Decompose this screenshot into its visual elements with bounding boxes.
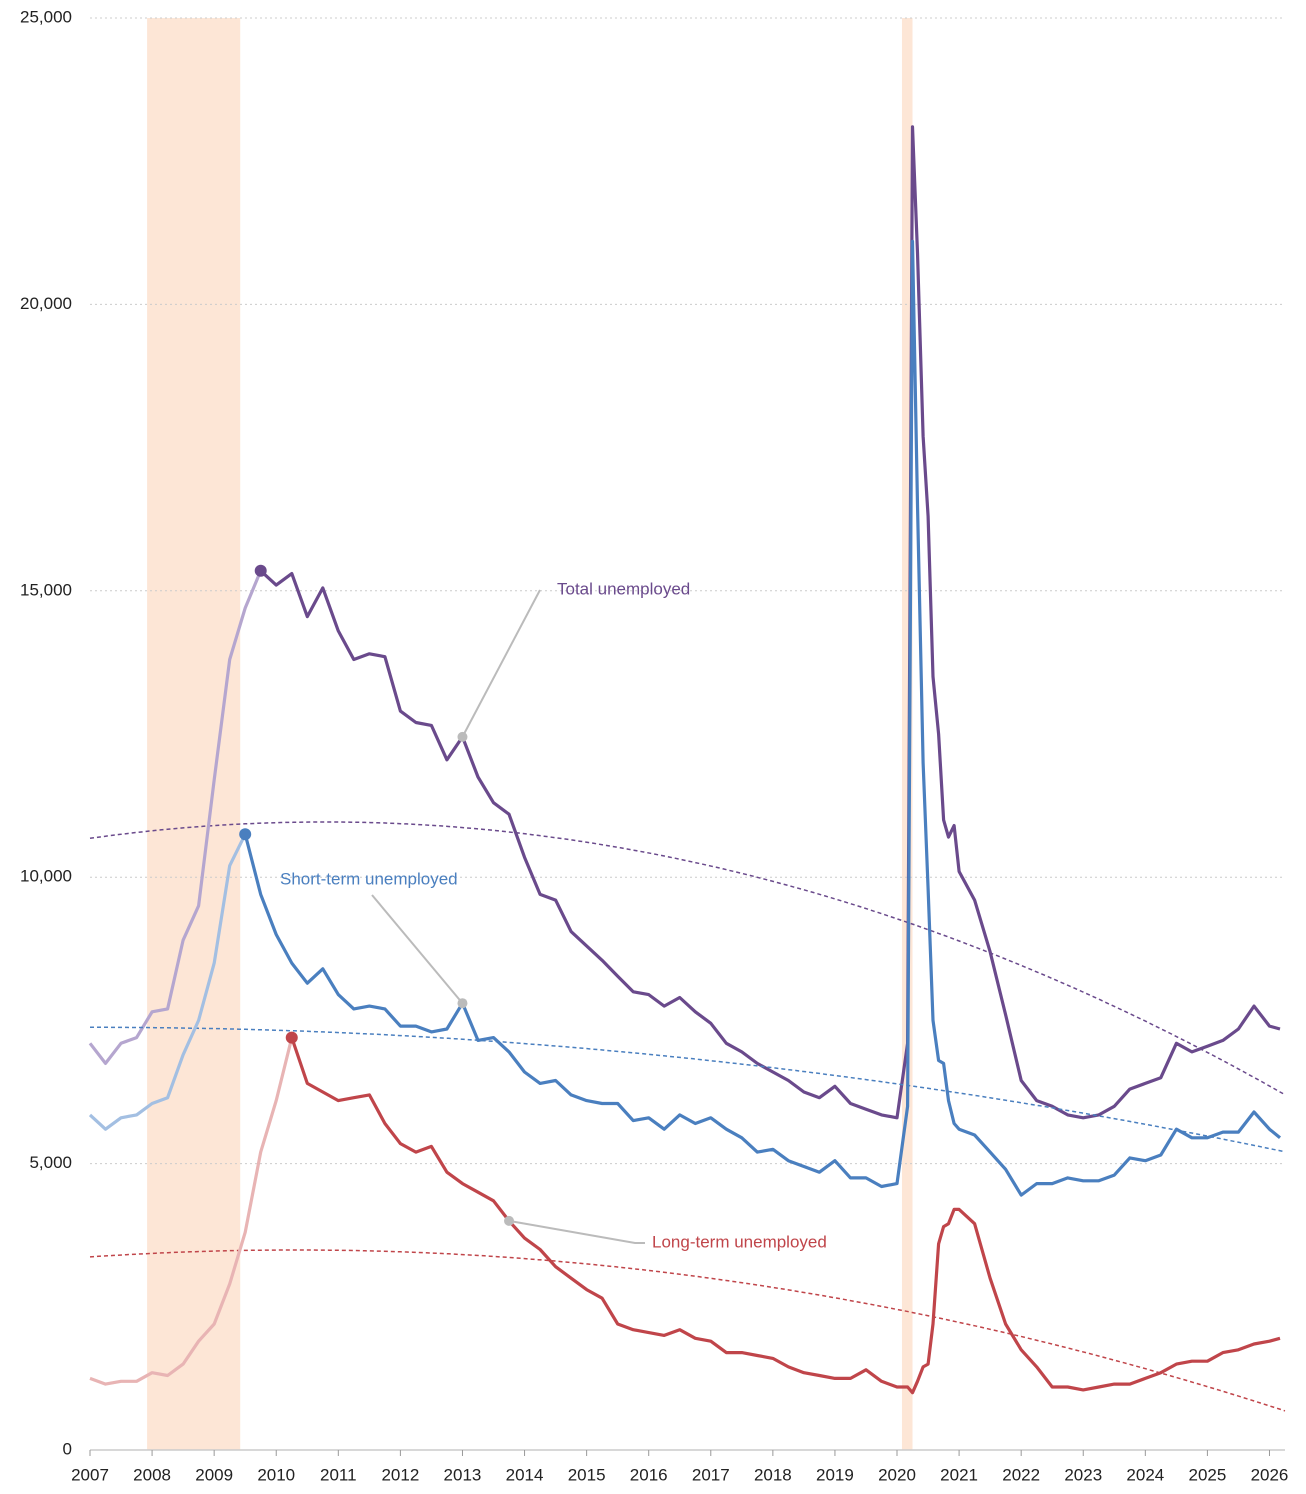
series-line-early (88, 570, 263, 1065)
leader-line (371, 894, 464, 1004)
annotation-dot (504, 1215, 515, 1226)
trend-line (90, 1026, 1286, 1153)
x-tick-label: 2014 (506, 1465, 544, 1484)
x-tick-label: 2019 (816, 1465, 854, 1484)
x-tick-label: 2021 (940, 1465, 978, 1484)
y-tick-label: 5,000 (29, 1153, 72, 1172)
peak-marker (285, 1031, 298, 1044)
series-label: Long-term unemployed (652, 1232, 827, 1251)
x-tick-label: 2013 (444, 1465, 482, 1484)
y-tick-label: 20,000 (20, 294, 72, 313)
trend-line (89, 1249, 1286, 1412)
series-label: Total unemployed (557, 579, 690, 598)
x-tick-label: 2011 (320, 1465, 357, 1484)
x-tick-label: 2022 (1002, 1465, 1040, 1484)
series-line-early (88, 833, 247, 1131)
x-tick-label: 2020 (878, 1465, 916, 1484)
peak-marker (254, 564, 267, 577)
x-tick-label: 2015 (568, 1465, 606, 1484)
series-line (290, 1037, 1281, 1395)
x-tick-label: 2007 (71, 1465, 109, 1484)
annotation-dot (457, 998, 468, 1009)
y-tick-label: 10,000 (20, 867, 72, 886)
series-label: Short-term unemployed (280, 869, 458, 888)
peak-marker (239, 828, 252, 841)
leader-line (461, 589, 541, 738)
x-tick-label: 2024 (1126, 1465, 1164, 1484)
recession-band (901, 18, 913, 1450)
x-tick-label: 2012 (381, 1465, 419, 1484)
leader-line (508, 1219, 645, 1244)
annotation-dot (457, 731, 468, 742)
x-tick-label: 2026 (1251, 1465, 1289, 1484)
x-tick-label: 2008 (133, 1465, 171, 1484)
series-line-early (89, 1037, 294, 1386)
x-tick-label: 2023 (1064, 1465, 1102, 1484)
x-tick-label: 2010 (257, 1465, 295, 1484)
y-tick-label: 15,000 (20, 580, 72, 599)
trend-line (89, 821, 1286, 1096)
recession-band (147, 18, 241, 1450)
x-tick-label: 2025 (1188, 1465, 1226, 1484)
x-tick-label: 2009 (195, 1465, 233, 1484)
y-tick-label: 0 (63, 1439, 72, 1458)
y-tick-label: 25,000 (20, 7, 72, 26)
x-tick-label: 2016 (630, 1465, 668, 1484)
x-tick-label: 2017 (692, 1465, 730, 1484)
series-line (259, 125, 1281, 1120)
series-line (243, 239, 1282, 1197)
x-tick-label: 2018 (754, 1465, 792, 1484)
